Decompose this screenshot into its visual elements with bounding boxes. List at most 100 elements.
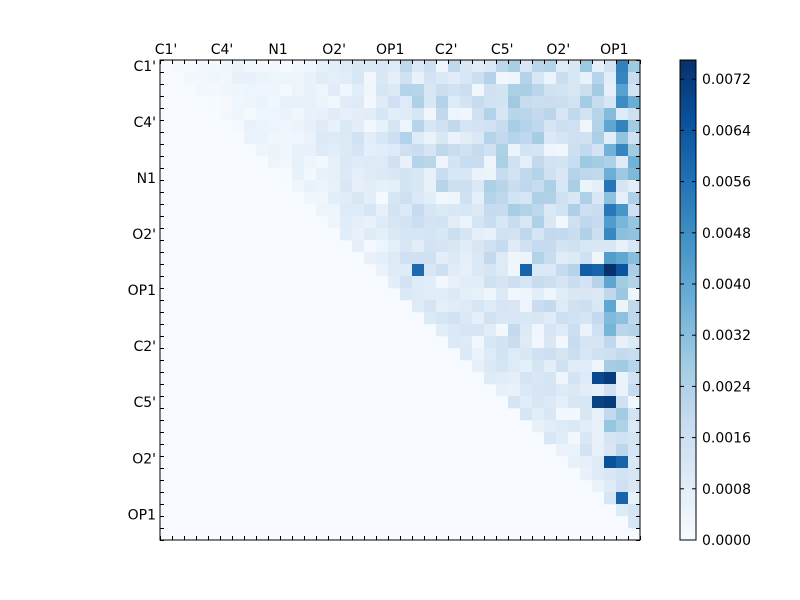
heatmap-cell	[352, 120, 365, 133]
heatmap-cell	[496, 264, 509, 277]
heatmap-cell	[364, 120, 377, 133]
heatmap-cell	[268, 144, 281, 157]
heatmap-cell	[592, 264, 605, 277]
heatmap-cell	[604, 204, 617, 217]
heatmap-cell	[352, 60, 365, 73]
heatmap-cell	[556, 360, 569, 373]
heatmap-cell	[580, 468, 593, 481]
heatmap-cell	[568, 264, 581, 277]
heatmap-cell	[412, 252, 425, 265]
heatmap-cell	[604, 432, 617, 445]
heatmap-cell	[448, 132, 461, 145]
heatmap-cell	[568, 216, 581, 229]
heatmap-cell	[604, 180, 617, 193]
y-tick-label: C5'	[133, 395, 156, 411]
heatmap-cell	[532, 72, 545, 85]
heatmap-cell	[544, 228, 557, 241]
heatmap-cell	[484, 300, 497, 313]
heatmap-cell	[544, 312, 557, 325]
heatmap-cell	[472, 300, 485, 313]
heatmap-cell	[544, 384, 557, 397]
heatmap-cell	[424, 120, 437, 133]
heatmap-cell	[328, 120, 341, 133]
heatmap-cell	[448, 192, 461, 205]
x-tick-labels: C1' C4' N1 O2' OP1 C2' C5' O2' OP1	[155, 42, 629, 58]
heatmap-cell	[532, 156, 545, 169]
heatmap-cell	[220, 108, 233, 121]
heatmap-cell	[568, 60, 581, 73]
heatmap-cell	[544, 300, 557, 313]
heatmap-cell	[424, 96, 437, 109]
heatmap-cell	[364, 228, 377, 241]
heatmap-cell	[412, 132, 425, 145]
heatmap-cell	[532, 420, 545, 433]
heatmap-cell	[616, 276, 629, 289]
heatmap-cell	[616, 180, 629, 193]
heatmap-cell	[388, 156, 401, 169]
heatmap-cell	[436, 120, 449, 133]
heatmap-cell	[400, 252, 413, 265]
heatmap-cell	[520, 180, 533, 193]
heatmap-cell	[424, 276, 437, 289]
heatmap-cell	[532, 60, 545, 73]
heatmap-cell	[460, 288, 473, 301]
heatmap-cell	[568, 384, 581, 397]
colorbar-tick-label: 0.0072	[702, 72, 751, 88]
heatmap-cell	[400, 228, 413, 241]
y-tick-label: C1'	[133, 59, 156, 75]
heatmap-cell	[352, 96, 365, 109]
heatmap-cell	[544, 240, 557, 253]
heatmap-cell	[568, 408, 581, 421]
heatmap-cell	[484, 84, 497, 97]
heatmap-cell	[388, 132, 401, 145]
heatmap-cell	[628, 240, 641, 253]
heatmap-cell	[580, 432, 593, 445]
x-tick-label: N1	[268, 42, 287, 58]
heatmap-cell	[292, 72, 305, 85]
heatmap-cell	[628, 264, 641, 277]
heatmap-cell	[544, 420, 557, 433]
heatmap-cell	[484, 372, 497, 385]
heatmap-cell	[292, 108, 305, 121]
heatmap-cell	[352, 108, 365, 121]
heatmap-cell	[604, 408, 617, 421]
heatmap-cell	[400, 276, 413, 289]
heatmap-cell	[352, 180, 365, 193]
heatmap-cell	[520, 84, 533, 97]
heatmap-cell	[448, 216, 461, 229]
heatmap-cell	[244, 108, 257, 121]
heatmap-cell	[544, 324, 557, 337]
heatmap-cell	[580, 372, 593, 385]
heatmap-cell	[532, 324, 545, 337]
heatmap-cell	[520, 168, 533, 181]
heatmap-cell	[292, 168, 305, 181]
heatmap-cell	[376, 180, 389, 193]
heatmap-cell	[412, 60, 425, 73]
heatmap-cell	[532, 396, 545, 409]
heatmap-cell	[628, 288, 641, 301]
heatmap-cell	[568, 336, 581, 349]
heatmap-cell	[628, 408, 641, 421]
x-tick-label: C2'	[435, 42, 458, 58]
heatmap-cell	[628, 492, 641, 505]
heatmap-cell	[484, 276, 497, 289]
heatmap-cell	[400, 240, 413, 253]
x-tick-label: C1'	[155, 42, 178, 58]
heatmap-cell	[520, 324, 533, 337]
heatmap-cell	[424, 252, 437, 265]
heatmap-cell	[592, 384, 605, 397]
heatmap-cell	[508, 324, 521, 337]
heatmap-cell	[304, 156, 317, 169]
heatmap-cell	[484, 252, 497, 265]
heatmap-cell	[424, 192, 437, 205]
heatmap-cell	[436, 216, 449, 229]
heatmap-cell	[400, 132, 413, 145]
heatmap-cell	[556, 384, 569, 397]
heatmap-cell	[424, 228, 437, 241]
heatmap-cell	[592, 204, 605, 217]
heatmap-cell	[580, 264, 593, 277]
heatmap-cell	[328, 60, 341, 73]
heatmap-cell	[280, 84, 293, 97]
heatmap-cell	[580, 204, 593, 217]
heatmap-cell	[472, 312, 485, 325]
